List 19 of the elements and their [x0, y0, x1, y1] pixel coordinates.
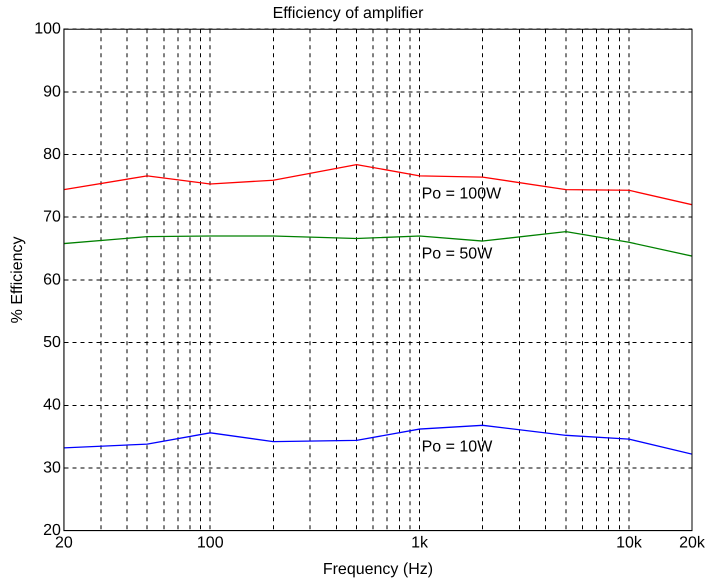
y-tick-label: 40	[43, 396, 61, 414]
x-tick-label: 100	[196, 534, 224, 552]
series-label: Po = 10W	[422, 438, 494, 456]
y-tick-label: 100	[34, 20, 61, 38]
chart-title: Efficiency of amplifier	[272, 5, 424, 22]
x-tick-label: 10k	[616, 534, 643, 552]
y-tick-label: 60	[43, 271, 61, 288]
y-tick-label: 30	[43, 459, 61, 476]
series-label: Po = 50W	[422, 245, 494, 262]
y-tick-label: 50	[43, 334, 61, 351]
x-tick-label: 1k	[411, 534, 430, 552]
y-tick-label: 80	[43, 146, 61, 163]
x-tick-label: 20k	[679, 534, 706, 552]
x-tick-label: 20	[54, 534, 73, 552]
x-axis-title: Frequency (Hz)	[322, 560, 434, 578]
y-axis-title: % Efficiency	[9, 236, 26, 324]
y-tick-label: 90	[43, 83, 61, 100]
series-label: Po = 100W	[422, 185, 502, 202]
y-tick-label: 70	[43, 208, 61, 226]
